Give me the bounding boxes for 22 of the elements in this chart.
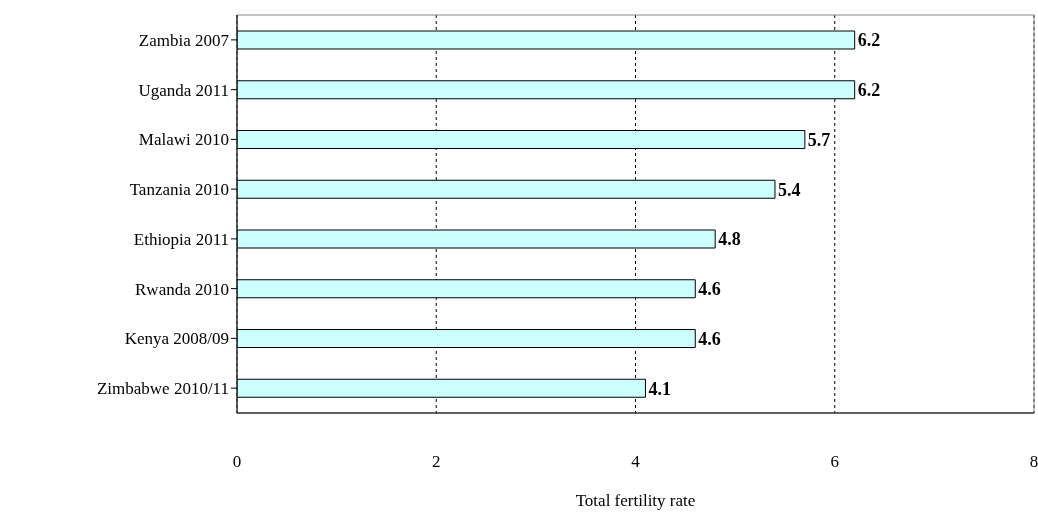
data-label: 4.8 — [718, 229, 741, 250]
data-label: 6.2 — [857, 30, 881, 51]
x-tick-label: 0 — [232, 452, 242, 472]
data-label: 4.6 — [698, 328, 721, 349]
data-label: 4.6 — [698, 279, 721, 300]
y-tick-label: Zambia 2007 — [138, 30, 230, 50]
x-tick-label: 8 — [1029, 452, 1038, 472]
x-tick-label: 6 — [830, 452, 839, 472]
data-label: 5.7 — [807, 129, 831, 150]
data-label: 4.1 — [648, 378, 671, 399]
x-tick-label: 4 — [631, 452, 641, 472]
y-tick-label: Tanzania 2010 — [129, 180, 229, 200]
y-tick-label: Rwanda 2010 — [135, 279, 229, 299]
x-tick-label: 2 — [432, 452, 441, 472]
data-label: 5.4 — [777, 179, 801, 200]
y-tick-label: Kenya 2008/09 — [124, 329, 229, 349]
y-tick-label: Zimbabwe 2010/11 — [96, 379, 229, 399]
x-axis-title: Total fertility rate — [575, 491, 696, 510]
y-tick-label: Ethiopia 2011 — [133, 229, 229, 249]
y-tick-label: Malawi 2010 — [138, 130, 229, 150]
y-tick-label: Uganda 2011 — [138, 80, 229, 100]
data-label: 6.2 — [857, 80, 881, 101]
